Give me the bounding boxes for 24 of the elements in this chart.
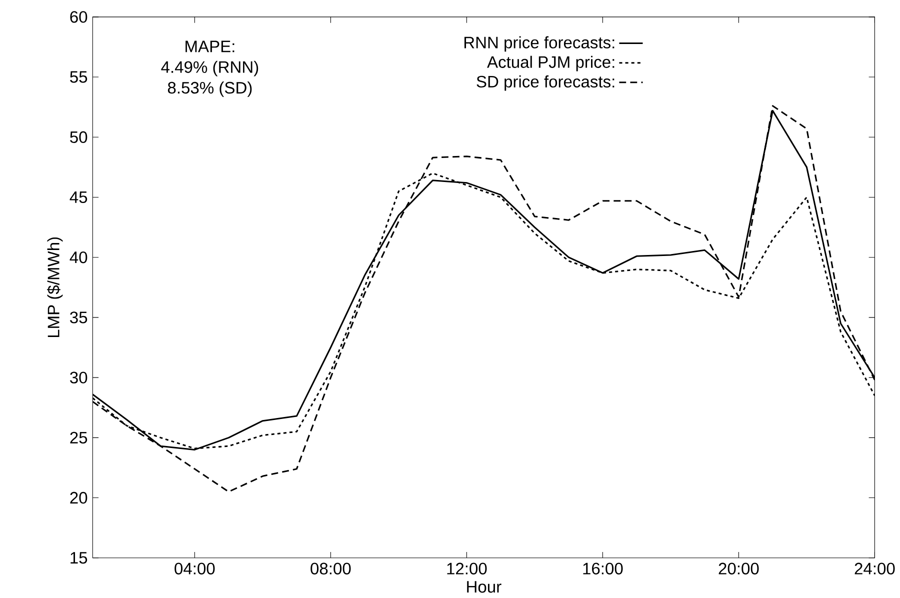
y-axis-title: LMP ($/MWh) [47,238,63,338]
y-tick-label: 45 [70,192,88,204]
y-tick-label: 55 [70,71,88,83]
annotation: 4.49% (RNN) [161,60,258,76]
y-tick-label: 50 [70,131,88,144]
x-axis-title: Hour [467,581,502,593]
x-tick-label: 24:00 [854,562,895,575]
x-tick-label: 12:00 [447,562,487,575]
y-tick-label: 40 [70,252,88,264]
annotation: MAPE: [186,40,234,52]
y-tick-label: 30 [70,372,88,384]
legend-label: SD price forecasts: [476,76,614,91]
legend-label: Actual PJM price: [487,56,614,72]
y-tick-label: 60 [70,11,88,23]
x-tick-label: 08:00 [310,562,351,575]
x-tick-label: 20:00 [718,562,759,575]
legend-label: RNN price forecasts: [464,36,614,52]
x-tick-label: 04:00 [174,562,215,575]
annotation: 8.53% (SD) [168,82,252,98]
y-tick-label: 20 [70,492,88,504]
x-tick-label: 16:00 [583,562,623,575]
y-tick-label: 35 [70,312,88,324]
y-tick-label: 25 [70,432,88,444]
y-tick-label: 15 [70,552,88,564]
